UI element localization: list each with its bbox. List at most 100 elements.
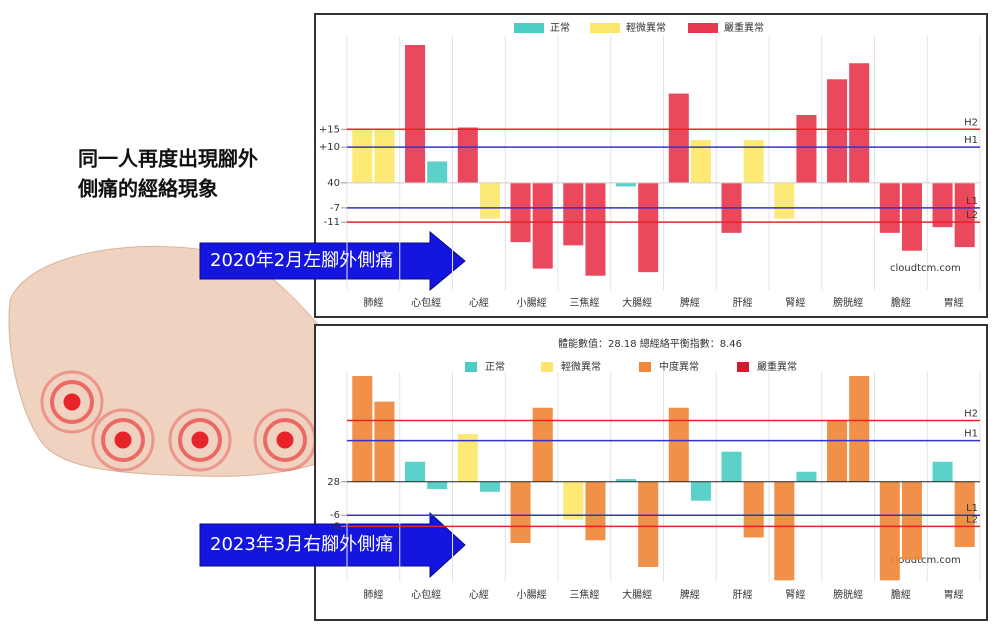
y-tick-label: -7 xyxy=(330,203,340,214)
bar xyxy=(743,481,764,538)
bar xyxy=(585,481,606,541)
bar xyxy=(374,401,395,482)
x-tick-label: 心經 xyxy=(469,296,489,309)
bar xyxy=(849,376,870,482)
bar xyxy=(668,407,689,482)
legend-label: 輕微異常 xyxy=(626,21,666,34)
y-tick-label: +15 xyxy=(319,124,340,135)
x-tick-label: 膽經 xyxy=(891,588,911,601)
bar xyxy=(932,461,953,482)
bar xyxy=(932,182,953,228)
reference-label: L1 xyxy=(966,503,978,514)
legend-swatch xyxy=(514,23,544,33)
bar xyxy=(668,93,689,183)
bar xyxy=(479,481,500,492)
heading: 同一人再度出現腳外 xyxy=(78,147,258,171)
reference-label: H1 xyxy=(964,135,978,146)
bar xyxy=(743,140,764,183)
y-tick-label: -8 xyxy=(330,521,340,532)
bar xyxy=(774,481,795,581)
bar xyxy=(352,129,373,183)
reference-label: L2 xyxy=(966,210,978,221)
y-tick-label: 40 xyxy=(327,178,340,189)
reference-label: H2 xyxy=(964,409,978,420)
bar xyxy=(879,481,900,581)
x-tick-label: 三焦經 xyxy=(569,588,599,601)
reference-label: H2 xyxy=(964,117,978,128)
bar xyxy=(638,182,659,273)
legend-label: 正常 xyxy=(485,360,505,373)
subtitle: 體能數值：28.18 總經絡平衡指數：8.46 xyxy=(558,337,742,350)
bar xyxy=(457,127,478,183)
x-tick-label: 脾經 xyxy=(680,588,700,601)
bar xyxy=(457,433,478,482)
x-tick-label: 心包經 xyxy=(411,588,441,601)
bar xyxy=(510,481,531,544)
legend-swatch xyxy=(590,23,620,33)
bar xyxy=(690,140,711,183)
bar xyxy=(352,376,373,482)
bar xyxy=(427,161,448,183)
x-tick-label: 膀胱經 xyxy=(833,588,863,601)
y-tick-label: -6 xyxy=(330,510,340,521)
bar xyxy=(479,182,500,219)
arrow-label: 2023年3月右腳外側痛 xyxy=(210,534,393,555)
x-tick-label: 心包經 xyxy=(411,296,441,309)
reference-label: H1 xyxy=(964,429,978,440)
legend-swatch xyxy=(465,362,477,372)
bar xyxy=(563,481,584,520)
x-tick-label: 三焦經 xyxy=(569,296,599,309)
x-tick-label: 胃經 xyxy=(944,588,964,601)
bar xyxy=(638,481,659,567)
bar xyxy=(849,63,870,183)
x-tick-label: 脾經 xyxy=(680,296,700,309)
bar xyxy=(510,182,531,243)
bar xyxy=(616,182,637,187)
bar xyxy=(774,182,795,219)
x-tick-label: 腎經 xyxy=(785,588,805,601)
x-tick-label: 膀胱經 xyxy=(833,296,863,309)
x-tick-label: 胃經 xyxy=(944,296,964,309)
x-tick-label: 腎經 xyxy=(785,296,805,309)
bar xyxy=(827,79,848,183)
bar xyxy=(585,182,606,276)
watermark: cloudtcm.com xyxy=(890,555,961,566)
bar xyxy=(427,481,448,490)
bar xyxy=(405,45,426,183)
legend-label: 正常 xyxy=(550,21,570,34)
x-tick-label: 大腸經 xyxy=(622,296,652,309)
reference-label: L1 xyxy=(966,196,978,207)
bar xyxy=(532,407,553,482)
watermark: cloudtcm.com xyxy=(890,263,961,274)
bar xyxy=(954,481,975,547)
x-tick-label: 小腸經 xyxy=(517,296,547,309)
x-tick-label: 肝經 xyxy=(733,296,753,309)
bar xyxy=(532,182,553,269)
bar xyxy=(954,182,975,248)
arrow xyxy=(199,230,466,292)
legend-label: 嚴重異常 xyxy=(724,21,764,34)
arrow xyxy=(199,511,466,579)
bar xyxy=(690,481,711,501)
arrow-label: 2020年2月左腳外側痛 xyxy=(210,250,393,271)
y-tick-label: -11 xyxy=(324,217,340,228)
x-tick-label: 膽經 xyxy=(891,296,911,309)
bar xyxy=(721,451,742,482)
bar xyxy=(374,129,395,183)
bar xyxy=(796,471,817,482)
x-tick-label: 小腸經 xyxy=(517,588,547,601)
legend-swatch xyxy=(737,362,749,372)
legend-swatch xyxy=(688,23,718,33)
y-tick-label: +10 xyxy=(319,142,340,153)
bar xyxy=(616,479,637,482)
bar xyxy=(796,115,817,183)
bar xyxy=(563,182,584,246)
bar xyxy=(901,182,922,251)
bar xyxy=(405,461,426,482)
legend-label: 輕微異常 xyxy=(561,360,601,373)
legend-label: 嚴重異常 xyxy=(757,360,797,373)
bar xyxy=(901,481,922,560)
x-tick-label: 大腸經 xyxy=(622,588,652,601)
legend-label: 中度異常 xyxy=(659,360,699,373)
